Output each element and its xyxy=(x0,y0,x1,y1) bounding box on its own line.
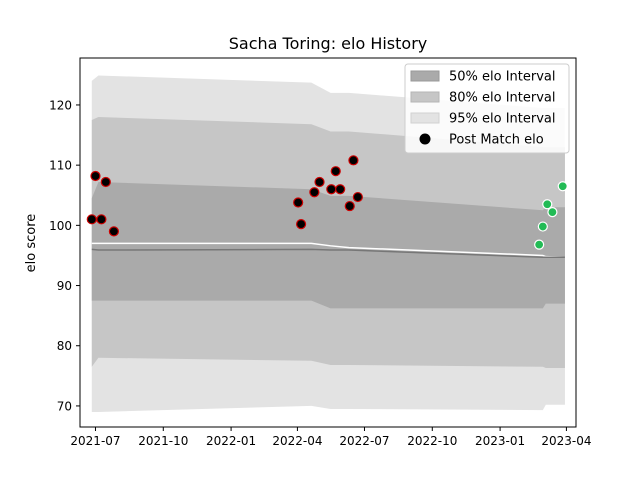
data-point-2-3 xyxy=(542,199,553,210)
data-point-1-6 xyxy=(293,197,304,208)
data-point-1-11 xyxy=(330,166,341,177)
data-point-1-8 xyxy=(309,187,320,198)
data-point-1-12 xyxy=(335,184,346,195)
x-tick-label: 2022-10 xyxy=(407,434,457,448)
legend-label-3: 95% elo Interval xyxy=(449,112,556,127)
data-point-1-1 xyxy=(86,214,97,225)
data-point-2-2 xyxy=(537,221,548,232)
data-point-1-14 xyxy=(348,155,359,166)
x-tick-label: 2023-01 xyxy=(475,434,525,448)
y-tick-label: 70 xyxy=(57,399,72,413)
y-tick-label: 80 xyxy=(57,339,72,353)
data-point-1-13 xyxy=(344,200,355,212)
legend-label-4: Post Match elo xyxy=(449,133,544,148)
legend: 50% elo Interval 80% elo Interval 95% elo … xyxy=(404,63,570,154)
x-tick-label: 2021-10 xyxy=(138,434,188,448)
plot-area xyxy=(86,75,568,412)
upper-trend-line xyxy=(91,242,565,258)
plot-frame xyxy=(79,57,577,428)
data-point-2-5 xyxy=(557,181,568,192)
legend-swatch-2 xyxy=(410,91,440,103)
axes: 2021-07 2021-10 2022-01 2022-04 2022-07 2022-… xyxy=(49,57,591,448)
legend-swatch-1 xyxy=(410,70,440,82)
x-tick-label: 2022-07 xyxy=(339,434,389,448)
x-tick-label: 2023-04 xyxy=(541,434,591,448)
data-point-1-10 xyxy=(326,184,337,195)
legend-label-2: 80% elo Interval xyxy=(449,91,556,106)
y-tick-label: 100 xyxy=(49,219,72,233)
data-point-1-9 xyxy=(314,176,325,188)
x-tick-label: 2021-07 xyxy=(70,434,120,448)
data-point-1-15 xyxy=(352,191,363,203)
y-tick-label: 110 xyxy=(49,159,72,173)
chart-title: Sacha Toring: elo History xyxy=(229,34,428,53)
y-tick-label: 90 xyxy=(57,279,72,293)
y-tick-label: 120 xyxy=(49,98,72,112)
legend-box xyxy=(404,63,570,154)
data-point-1-5 xyxy=(108,226,120,237)
data-point-2-1 xyxy=(534,239,545,250)
legend-label-1: 50% elo Interval xyxy=(449,70,556,85)
data-point-1-2 xyxy=(90,170,101,182)
legend-swatch-3 xyxy=(410,112,440,124)
legend-marker xyxy=(419,133,431,145)
data-point-2-4 xyxy=(547,207,558,218)
mean-line xyxy=(91,248,565,258)
data-point-1-4 xyxy=(100,176,111,188)
x-tick-label: 2022-04 xyxy=(272,434,322,448)
x-tick-label: 2022-01 xyxy=(206,434,256,448)
data-point-1-7 xyxy=(295,219,307,230)
data-point-1-3 xyxy=(96,214,107,225)
y-axis-label: elo score xyxy=(24,214,39,273)
